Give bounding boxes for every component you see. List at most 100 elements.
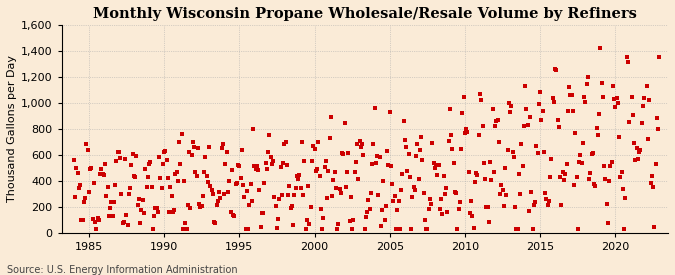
Point [562,109,573,113]
Point [308,143,319,148]
Point [491,119,502,123]
Point [141,184,152,189]
Point [406,226,416,231]
Point [124,192,134,197]
Point [408,185,419,189]
Point [242,189,252,193]
Point [473,133,484,137]
Point [446,133,456,137]
Point [574,160,585,164]
Point [354,139,365,143]
Point [84,190,95,194]
Point [555,175,566,180]
Point [314,174,325,178]
Point [155,176,165,180]
Point [375,155,385,159]
Point [121,213,132,218]
Point [357,142,368,146]
Point [166,194,177,198]
Point [211,203,222,208]
Point [594,112,605,116]
Point [632,157,643,161]
Point [600,177,611,181]
Point [481,204,491,209]
Point [609,96,620,101]
Point [358,153,369,158]
Y-axis label: Thousand Gallons per Day: Thousand Gallons per Day [7,55,17,202]
Point [286,205,296,210]
Point [273,217,284,221]
Point [226,168,237,172]
Point [292,174,302,178]
Point [209,220,219,224]
Point [466,198,477,203]
Point [486,177,497,182]
Point [438,174,449,178]
Point [246,199,257,204]
Point [74,186,84,191]
Point [393,199,404,204]
Point [137,198,148,202]
Point [202,180,213,184]
Point [643,137,653,141]
Point [618,187,628,191]
Point [485,160,495,164]
Point [507,150,518,154]
Point [403,152,414,156]
Point [487,106,498,111]
Point [338,152,349,156]
Point [76,218,86,222]
Point [516,142,526,146]
Point [352,142,362,147]
Point [213,199,223,204]
Point [343,151,354,155]
Point [274,197,285,201]
Point [161,158,172,162]
Point [572,226,583,231]
Point [402,169,412,173]
Point [82,147,93,152]
Point [105,206,115,210]
Point [232,181,242,185]
Point [505,109,516,114]
Point [559,177,570,182]
Point [236,148,247,153]
Point [196,204,207,208]
Point [194,202,205,207]
Point [323,169,333,173]
Point [451,191,462,195]
Point [535,90,545,94]
Point [229,214,240,219]
Point [275,164,286,169]
Point [382,148,393,153]
Point [463,170,474,174]
Point [333,222,344,226]
Point [515,192,526,196]
Point [281,163,292,167]
Point [419,218,430,222]
Point [68,158,79,162]
Point [543,199,554,203]
Point [337,151,348,156]
Point [334,187,345,191]
Point [249,164,260,168]
Point [529,202,539,207]
Point [70,194,80,199]
Point [261,167,272,171]
Point [580,100,591,104]
Point [335,191,346,196]
Point [135,221,146,225]
Point [299,159,310,163]
Point [201,174,212,179]
Point [471,171,482,175]
Point [377,207,387,212]
Point [398,119,409,123]
Point [593,133,603,138]
Point [436,197,447,201]
Point [360,214,371,219]
Point [517,164,528,169]
Point [612,101,623,105]
Point [96,167,107,171]
Point [103,214,114,218]
Point [348,218,359,222]
